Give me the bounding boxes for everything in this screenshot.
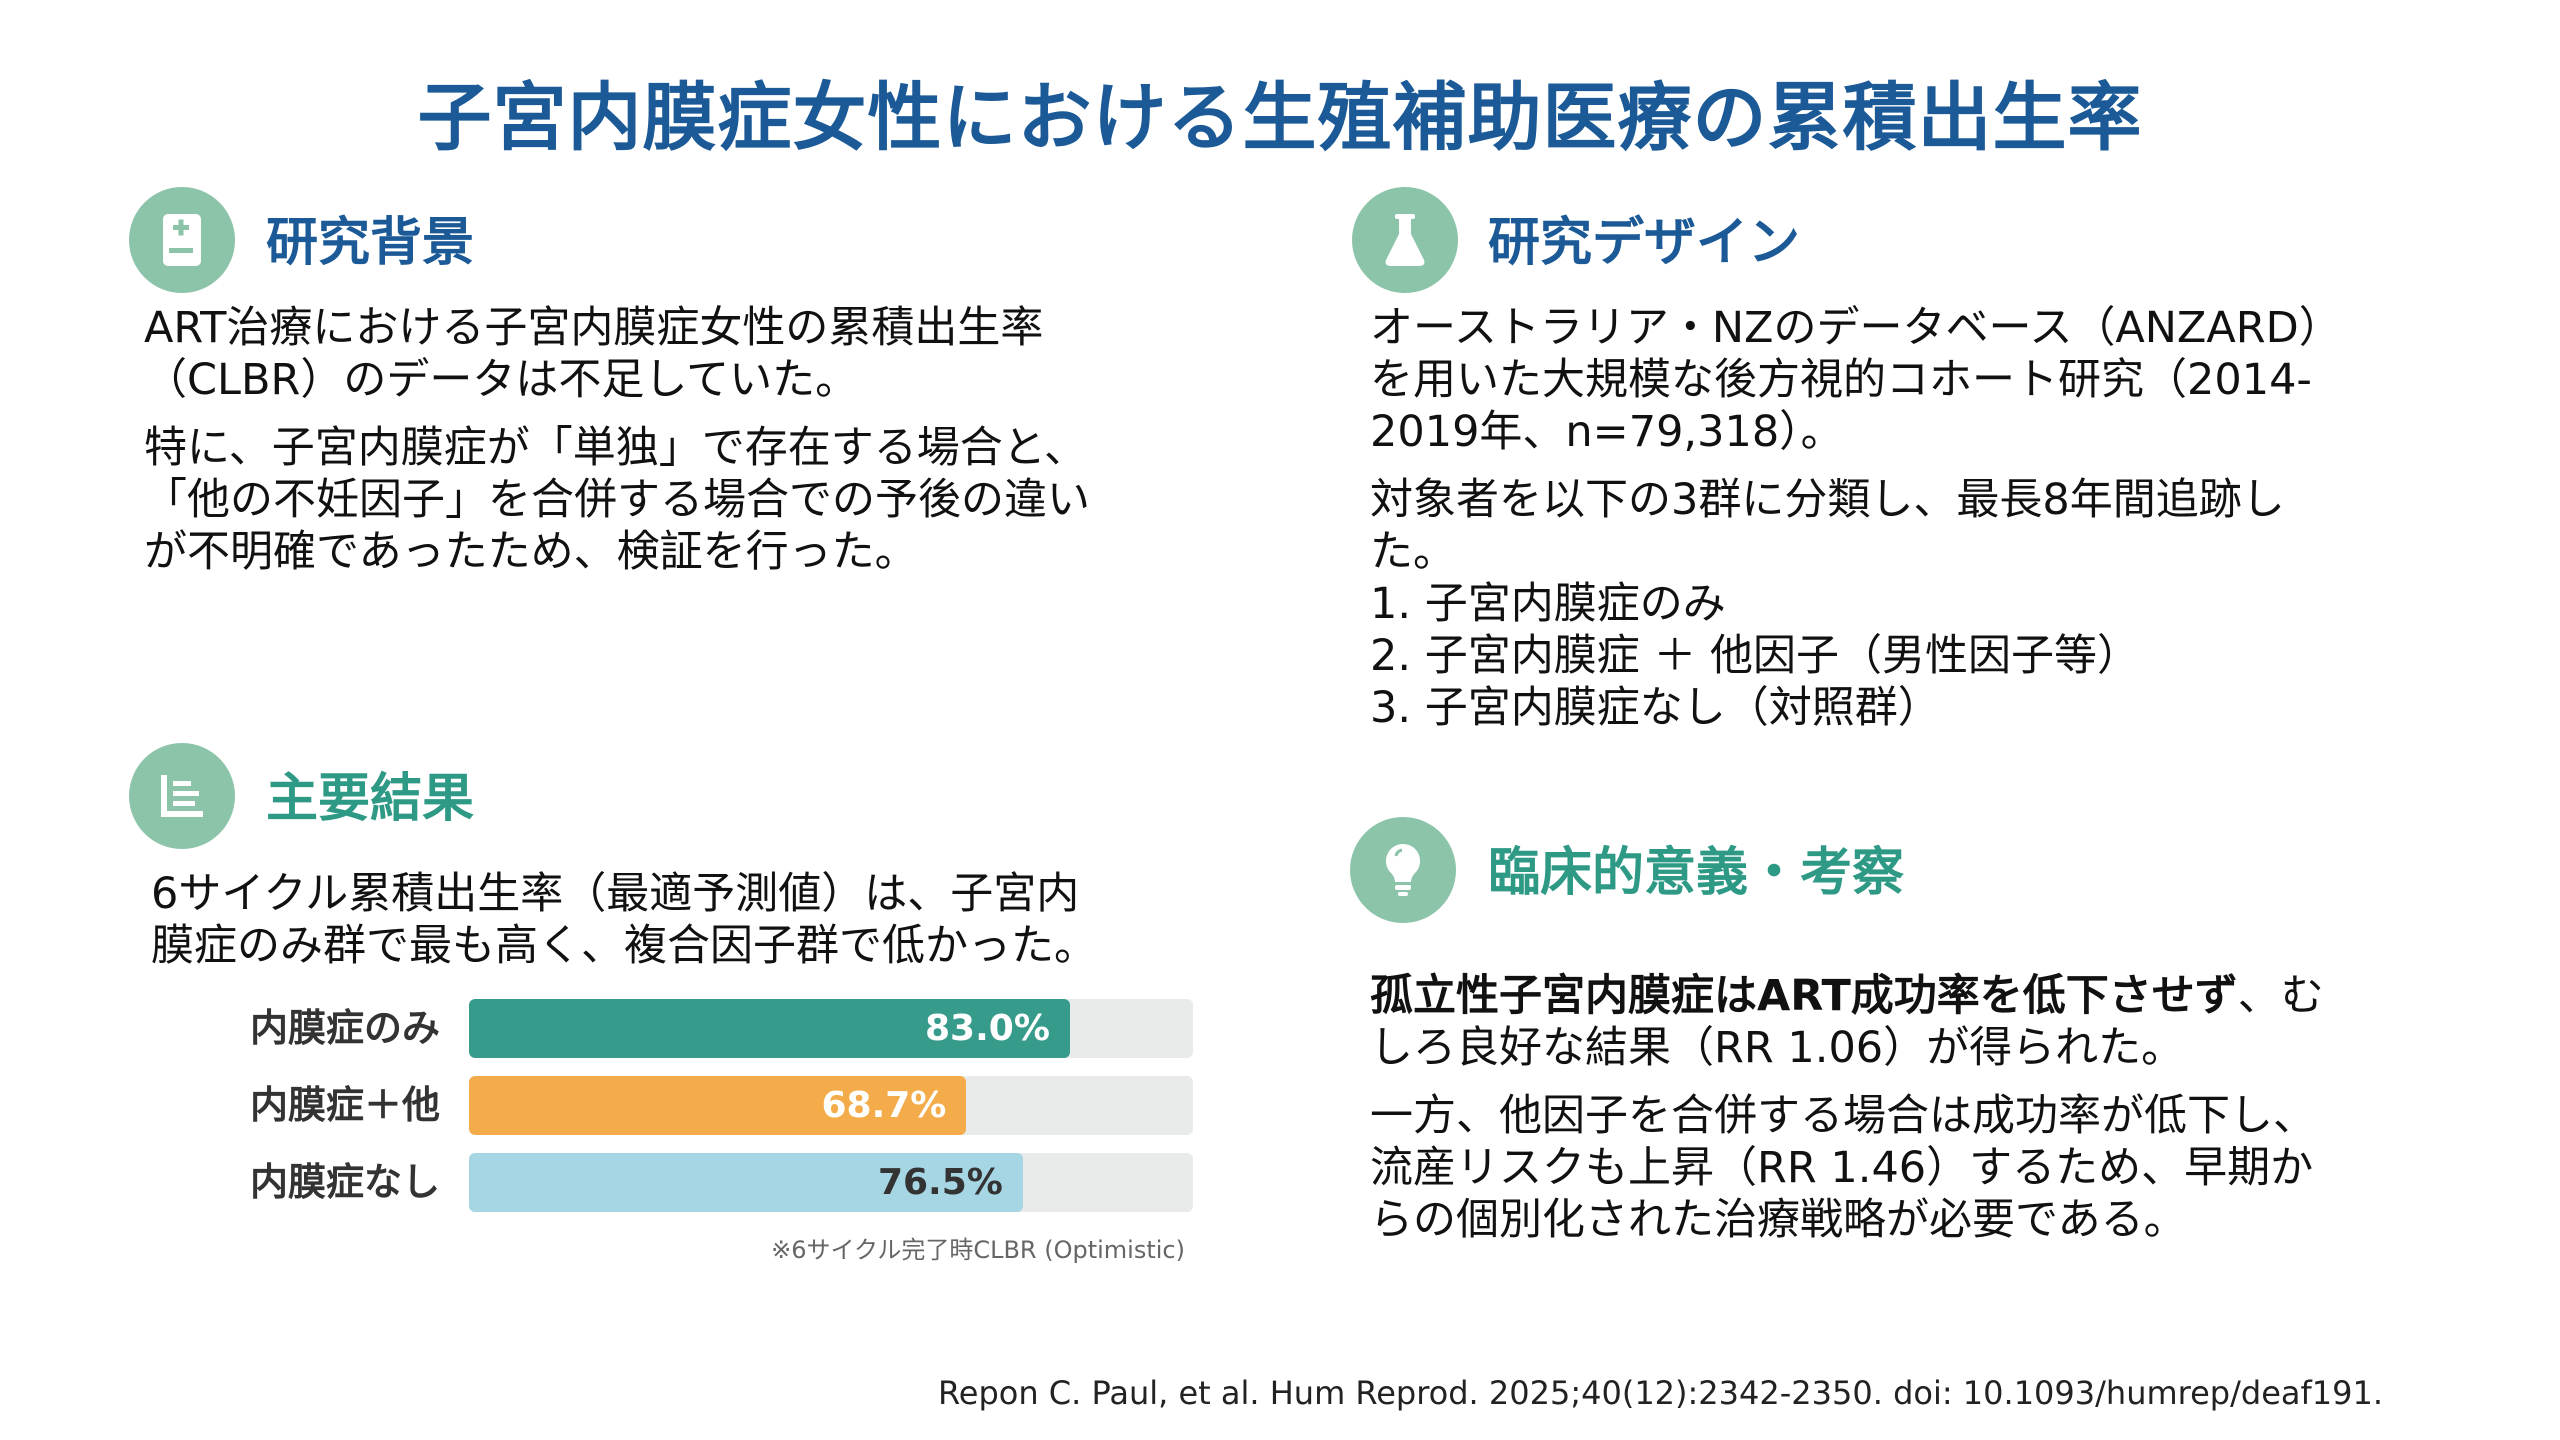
text-fragment: 、む bbox=[2237, 971, 2324, 1021]
bar: 76.5% bbox=[469, 1153, 1023, 1212]
text-line: が不明確であったため、検証を行った。 bbox=[144, 527, 918, 577]
text-line: 流産リスクも上昇（RR 1.46）するため、早期か bbox=[1370, 1143, 2314, 1193]
bar-value-label: 76.5% bbox=[877, 1162, 1003, 1203]
section-heading-discussion: 臨床的意義・考察 bbox=[1488, 843, 1905, 903]
text-line: らの個別化された治療戦略が必要である。 bbox=[1370, 1195, 2187, 1245]
section-heading-background: 研究背景 bbox=[266, 213, 475, 273]
bar: 68.7% bbox=[469, 1076, 967, 1135]
citation: Repon C. Paul, et al. Hum Reprod. 2025;4… bbox=[937, 1374, 2383, 1412]
text-line: 2019年、n=79,318）。 bbox=[1370, 407, 1844, 457]
text-line: 「他の不妊因子」を合併する場合での予後の違い bbox=[144, 475, 1090, 525]
text-line: 膜症のみ群で最も高く、複合因子群で低かった。 bbox=[151, 921, 1097, 971]
text-line: 一方、他因子を合併する場合は成功率が低下し、 bbox=[1370, 1091, 2316, 1141]
chart-footnote: ※6サイクル完了時CLBR (Optimistic) bbox=[771, 1236, 1185, 1264]
bar-value-label: 68.7% bbox=[821, 1085, 947, 1126]
text-line: 6サイクル累積出生率（最適予測値）は、子宮内 bbox=[151, 869, 1080, 919]
section-heading-results: 主要結果 bbox=[266, 769, 475, 829]
bar-track: 83.0% bbox=[469, 999, 1193, 1058]
chart-bar-icon bbox=[129, 743, 235, 849]
bar-track: 68.7% bbox=[469, 1076, 1193, 1135]
background-text: ART治療における子宮内膜症女性の累積出生率 （CLBR）のデータは不足していた… bbox=[144, 302, 1090, 578]
key-finding: 孤立性子宮内膜症はART成功率を低下させず bbox=[1370, 971, 2238, 1021]
discussion-text: 孤立性子宮内膜症はART成功率を低下させず、む しろ良好な結果（RR 1.06）… bbox=[1370, 970, 2324, 1246]
page-title: 子宮内膜症女性における生殖補助医療の累積出生率 bbox=[417, 75, 2143, 161]
text-line: しろ良好な結果（RR 1.06）が得られた。 bbox=[1370, 1023, 2185, 1073]
bar-value-label: 83.0% bbox=[925, 1008, 1050, 1049]
list-item: 3. 子宮内膜症なし（対照群） bbox=[1370, 683, 1941, 733]
text-line: 特に、子宮内膜症が「単独」で存在する場合と、 bbox=[144, 423, 1087, 473]
flask-icon bbox=[1352, 187, 1458, 293]
list-item: 1. 子宮内膜症のみ bbox=[1370, 579, 1726, 629]
text-line: た。 bbox=[1370, 527, 1456, 577]
list-item: 2. 子宮内膜症 ＋ 他因子（男性因子等） bbox=[1370, 631, 2141, 681]
text-line: ART治療における子宮内膜症女性の累積出生率 bbox=[144, 303, 1044, 353]
bar: 83.0% bbox=[469, 999, 1070, 1058]
bar-category-label: 内膜症なし bbox=[249, 1160, 440, 1204]
text-line: を用いた大規模な後方視的コホート研究（2014- bbox=[1370, 355, 2312, 405]
section-heading-design: 研究デザイン bbox=[1488, 213, 1801, 273]
results-text: 6サイクル累積出生率（最適予測値）は、子宮内 膜症のみ群で最も高く、複合因子群で… bbox=[151, 868, 1097, 972]
text-line: 対象者を以下の3群に分類し、最長8年間追跡し bbox=[1370, 475, 2285, 525]
bar-category-label: 内膜症＋他 bbox=[249, 1083, 440, 1127]
text-line: （CLBR）のデータは不足していた。 bbox=[144, 355, 859, 405]
bar-category-label: 内膜症のみ bbox=[249, 1006, 440, 1050]
bar-track: 76.5% bbox=[469, 1153, 1193, 1212]
lightbulb-icon bbox=[1350, 817, 1456, 923]
book-medical-icon bbox=[129, 187, 235, 293]
text-line: オーストラリア・NZのデータベース（ANZARD） bbox=[1370, 303, 2342, 353]
design-text: オーストラリア・NZのデータベース（ANZARD） を用いた大規模な後方視的コホ… bbox=[1370, 302, 2342, 734]
